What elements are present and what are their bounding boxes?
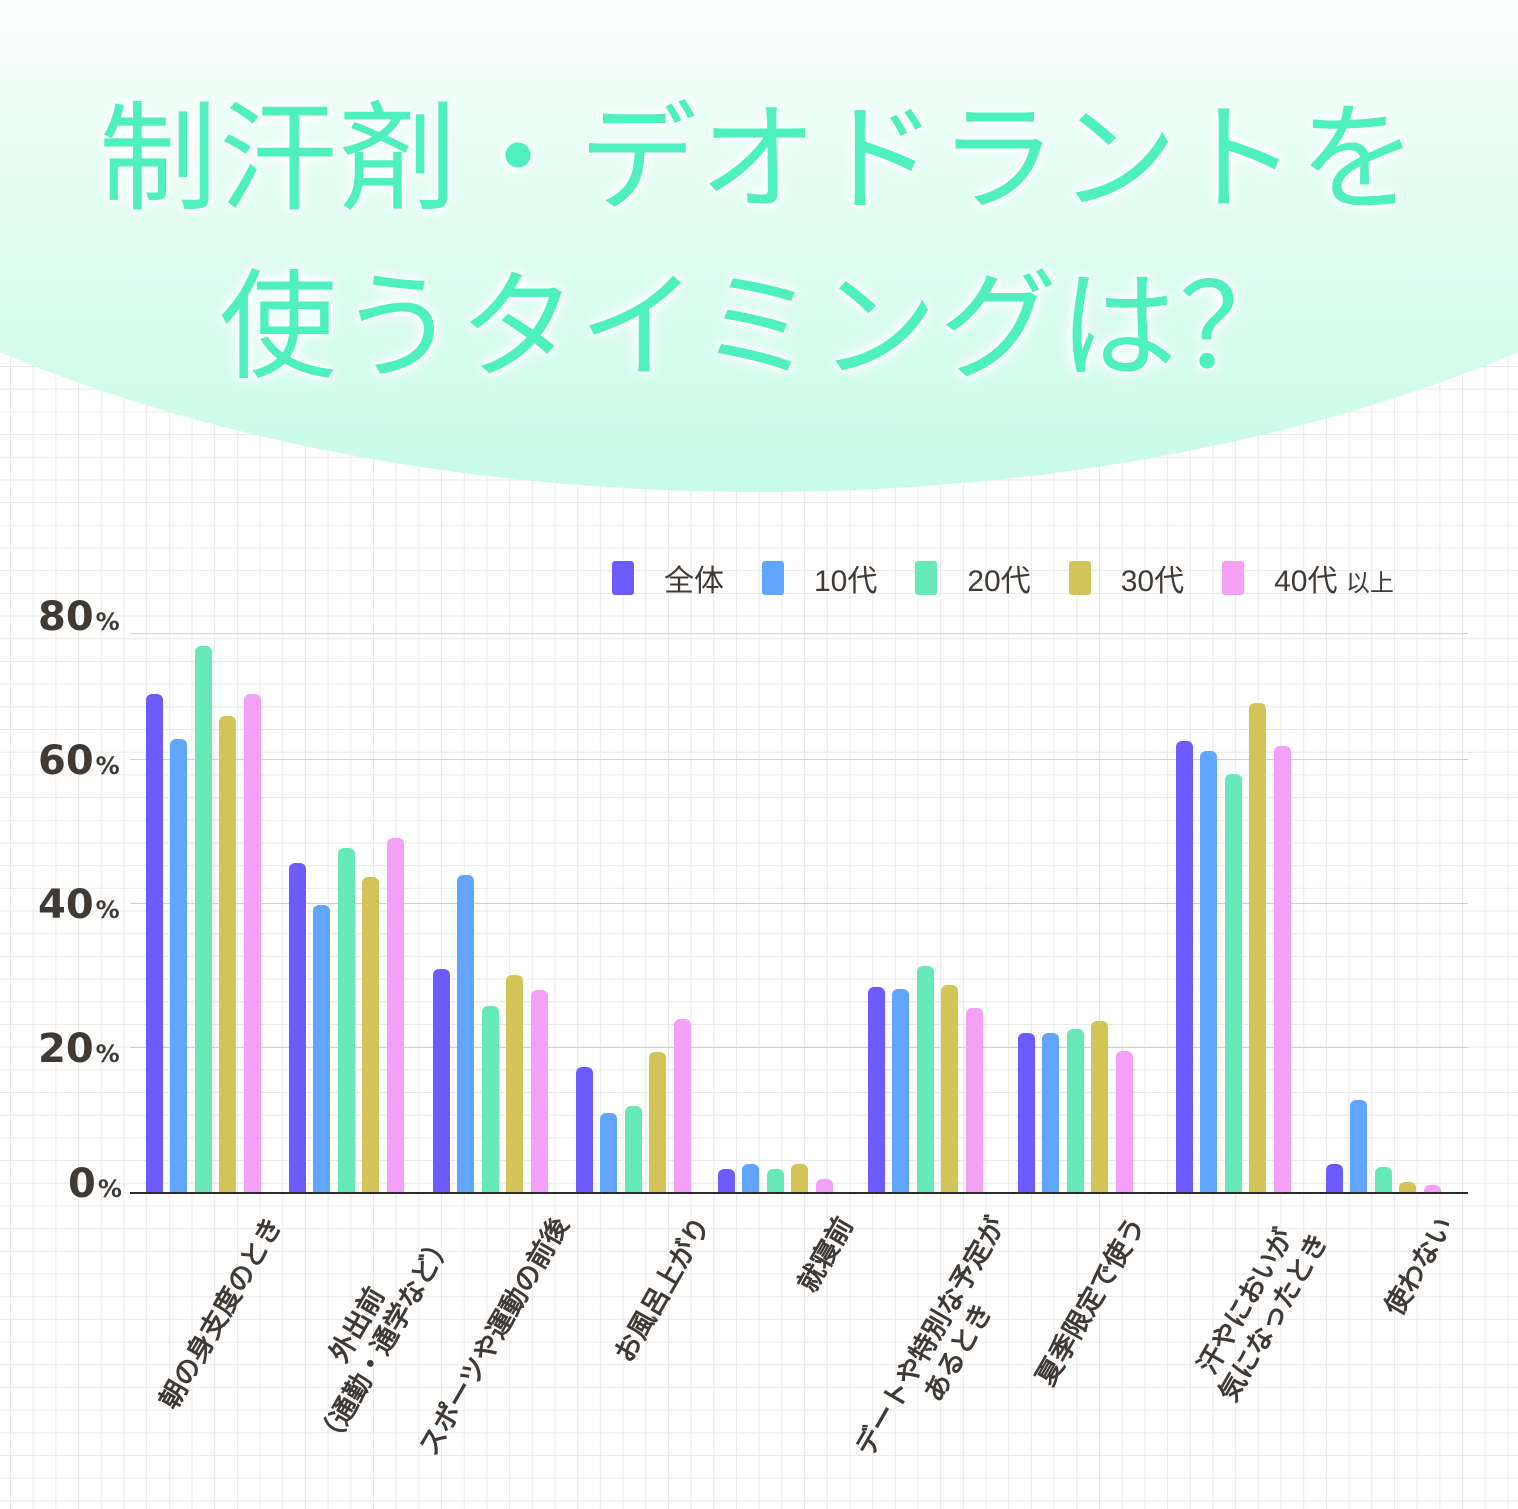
bar: [530, 989, 548, 1193]
legend-swatch-30s: [1068, 561, 1091, 595]
bar: [916, 966, 934, 1193]
legend-item-40s-plus: 40代 以上: [1222, 556, 1394, 600]
bar: [170, 738, 187, 1193]
legend-label-10s: 10代: [814, 565, 878, 598]
bar: [791, 1164, 808, 1193]
bar: [1017, 1033, 1035, 1193]
bar: [362, 876, 379, 1193]
bar: [313, 905, 330, 1193]
bar: [481, 1005, 499, 1193]
bar: [219, 715, 236, 1193]
bar: [742, 1164, 759, 1193]
bar: [1374, 1167, 1392, 1193]
y-tick-20: 20%: [38, 1026, 120, 1072]
bar: [1115, 1051, 1133, 1193]
bar: [815, 1179, 833, 1193]
chart-title-line-2: 使うタイミングは？: [218, 258, 1299, 396]
x-tick-label: 朝の身支度のとき: [154, 1212, 289, 1415]
legend-swatch-40s-plus: [1222, 561, 1245, 595]
gridline-40: [130, 903, 1468, 904]
bar: [575, 1067, 593, 1193]
legend-item-30s: 30代: [1068, 556, 1185, 600]
legend-item-all: 全体: [612, 556, 724, 600]
x-tick-label: 就寝前: [792, 1212, 860, 1298]
bar: [624, 1105, 642, 1193]
legend-swatch-all: [612, 561, 634, 595]
bar: [600, 1113, 617, 1193]
bar: [1175, 740, 1193, 1193]
legend-label-40s-plus: 40代 以上: [1274, 565, 1394, 598]
bar: [1200, 750, 1217, 1193]
y-tick-40: 40%: [38, 882, 120, 928]
legend-swatch-20s: [915, 561, 938, 595]
bar: [766, 1169, 784, 1193]
x-tick-label: 夏季限定で使う: [1030, 1212, 1152, 1392]
y-tick-0: 0%: [68, 1161, 122, 1207]
bar: [194, 645, 212, 1193]
x-tick-label: 使わない: [1379, 1212, 1460, 1322]
bar: [867, 987, 885, 1193]
legend-label-30s: 30代: [1120, 565, 1185, 598]
bar: [673, 1018, 691, 1193]
chart-title-line-1: 制汗剤・デオドラントを: [98, 90, 1419, 228]
gridline-20: [130, 1047, 1468, 1048]
bar: [1249, 702, 1266, 1193]
bar: [506, 974, 523, 1193]
header-background: [0, 0, 1518, 492]
bar: [457, 874, 474, 1193]
legend-label-20s: 20代: [967, 565, 1031, 598]
bar: [1273, 745, 1291, 1193]
bar: [1066, 1028, 1084, 1193]
bar: [386, 838, 404, 1193]
bar: [649, 1051, 666, 1193]
x-tick-label: 汗やにおいが 気になったとき: [1192, 1223, 1335, 1408]
y-tick-80: 80%: [38, 594, 120, 640]
x-axis-baseline: [130, 1192, 1468, 1194]
bar: [432, 969, 450, 1193]
bar: [1423, 1185, 1441, 1193]
bar: [243, 694, 261, 1193]
bar: [1224, 773, 1242, 1193]
gridline-60: [130, 759, 1468, 760]
bar: [1042, 1033, 1059, 1193]
bar: [717, 1169, 735, 1193]
gridline-top: [130, 633, 1468, 634]
bar: [1350, 1100, 1367, 1193]
x-tick-label: お風呂上がり: [609, 1212, 717, 1368]
bar: [337, 848, 355, 1193]
bar: [941, 984, 958, 1193]
legend-swatch-10s: [762, 561, 784, 595]
bar: [892, 989, 909, 1193]
x-tick-label: デートや特別な予定が あるとき: [850, 1212, 1012, 1462]
legend-item-10s: 10代: [762, 556, 877, 600]
bar: [288, 863, 306, 1193]
bar: [1325, 1164, 1343, 1193]
bar: [965, 1007, 983, 1193]
legend-label-all: 全体: [664, 565, 724, 598]
chart-legend: 全体 10代 20代 30代 40代 以上: [612, 556, 1394, 600]
legend-item-20s: 20代: [915, 556, 1031, 600]
bar: [1399, 1182, 1416, 1193]
y-tick-60: 60%: [38, 738, 120, 784]
bar: [145, 694, 163, 1193]
bar: [1091, 1020, 1108, 1193]
